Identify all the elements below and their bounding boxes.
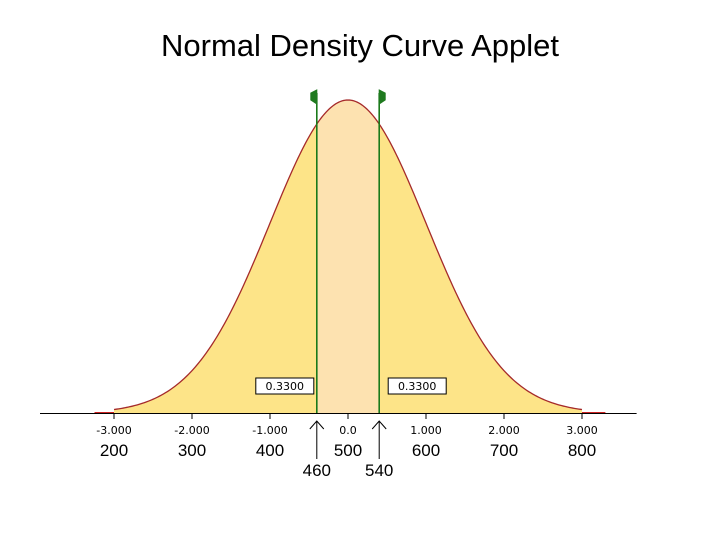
z-tick-label: 2.000 — [488, 424, 520, 437]
x-tick-label: 400 — [256, 441, 284, 460]
left-marker-handle — [310, 89, 318, 105]
right-tail-area — [379, 124, 582, 413]
left-tail-area — [114, 124, 317, 413]
marker-layer: 460 540 — [303, 89, 393, 480]
axis-layer: -3.000 200 -2.000 300 -1.000 400 0.0 500 1.000 60… — [40, 413, 637, 460]
fill-layer — [114, 100, 582, 413]
z-tick-label: 3.000 — [566, 424, 598, 437]
x-tick-label: 600 — [412, 441, 440, 460]
right-tail-box — [387, 377, 447, 395]
z-tick-label: 1.000 — [410, 424, 442, 437]
x-tick-label: 300 — [178, 441, 206, 460]
left-tail-box — [255, 377, 315, 395]
left-tail-value: 0.3300 — [266, 380, 305, 393]
x-tick-label: 800 — [568, 441, 596, 460]
z-tick-label: -2.000 — [174, 424, 209, 437]
x-tick-label: 700 — [490, 441, 518, 460]
right-tail-value: 0.3300 — [398, 380, 437, 393]
left-marker-arrow — [309, 420, 325, 459]
left-marker-value-label: 460 — [303, 461, 331, 480]
right-marker-value-label: 540 — [365, 461, 393, 480]
central-area — [316, 100, 380, 413]
density-curve — [113, 99, 583, 411]
x-tick-label: 500 — [334, 441, 362, 460]
right-marker-arrow — [371, 420, 387, 459]
z-tick-label: 0.0 — [339, 424, 357, 437]
z-tick-label: -3.000 — [96, 424, 131, 437]
page-title: Normal Density Curve Applet — [161, 28, 559, 63]
x-tick-label: 200 — [100, 441, 128, 460]
tail-area-boxes: 0.3300 0.3300 — [255, 377, 447, 395]
z-tick-label: -1.000 — [252, 424, 287, 437]
right-marker-handle — [378, 89, 386, 105]
